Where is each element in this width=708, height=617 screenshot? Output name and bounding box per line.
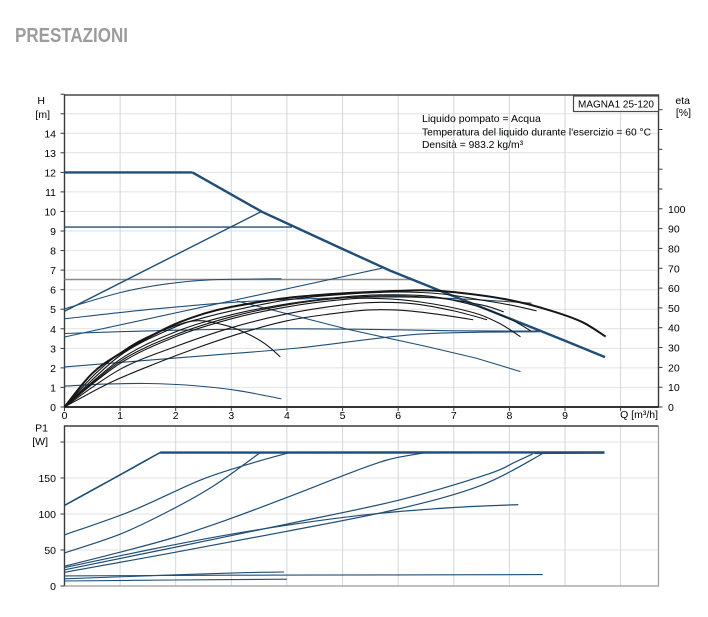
svg-text:150: 150 [38, 473, 56, 485]
svg-text:11: 11 [45, 187, 56, 199]
svg-text:3: 3 [50, 343, 56, 355]
svg-text:[W]: [W] [32, 436, 48, 448]
svg-text:10: 10 [44, 207, 56, 219]
svg-text:PRESTAZIONI: PRESTAZIONI [15, 25, 128, 47]
svg-text:Q [m³/h]: Q [m³/h] [620, 409, 658, 421]
svg-text:70: 70 [668, 263, 680, 275]
svg-text:6: 6 [50, 285, 56, 297]
svg-text:5: 5 [340, 410, 346, 422]
svg-text:0: 0 [62, 410, 68, 422]
svg-text:H: H [37, 95, 45, 107]
svg-text:13: 13 [44, 148, 56, 160]
svg-text:eta: eta [675, 95, 690, 107]
svg-text:0: 0 [50, 581, 56, 593]
svg-text:P1: P1 [35, 423, 48, 435]
svg-text:7: 7 [50, 265, 56, 277]
svg-text:100: 100 [38, 509, 56, 521]
svg-text:9: 9 [562, 410, 568, 422]
svg-text:50: 50 [668, 303, 680, 315]
svg-text:MAGNA1 25-120: MAGNA1 25-120 [578, 99, 654, 111]
svg-text:1: 1 [117, 410, 123, 422]
svg-text:0: 0 [668, 402, 674, 414]
svg-text:40: 40 [668, 323, 680, 335]
svg-text:[%]: [%] [676, 107, 691, 119]
svg-text:50: 50 [44, 545, 56, 557]
svg-text:80: 80 [668, 243, 680, 255]
svg-text:7: 7 [451, 410, 457, 422]
svg-text:[m]: [m] [35, 109, 50, 121]
svg-text:12: 12 [44, 167, 56, 179]
svg-text:5: 5 [50, 304, 56, 316]
svg-text:2: 2 [173, 410, 179, 422]
svg-text:4: 4 [50, 324, 56, 336]
svg-text:60: 60 [668, 283, 680, 295]
svg-text:1: 1 [50, 382, 56, 394]
svg-text:9: 9 [50, 226, 56, 238]
svg-text:8: 8 [506, 410, 512, 422]
svg-text:30: 30 [668, 343, 680, 355]
svg-text:0: 0 [50, 402, 56, 414]
svg-text:2: 2 [50, 363, 56, 375]
svg-text:Liquido pompato = Acqua: Liquido pompato = Acqua [422, 113, 541, 125]
svg-text:3: 3 [228, 410, 234, 422]
svg-text:6: 6 [395, 410, 401, 422]
svg-text:100: 100 [668, 204, 686, 216]
svg-text:Temperatura del liquido durant: Temperatura del liquido durante l'eserci… [422, 127, 651, 139]
svg-text:8: 8 [50, 246, 56, 258]
svg-text:Densità = 983.2 kg/m³: Densità = 983.2 kg/m³ [422, 139, 523, 151]
svg-text:4: 4 [284, 410, 290, 422]
svg-text:20: 20 [668, 362, 680, 374]
svg-text:10: 10 [668, 382, 680, 394]
svg-text:90: 90 [668, 224, 680, 236]
svg-text:14: 14 [44, 128, 56, 140]
